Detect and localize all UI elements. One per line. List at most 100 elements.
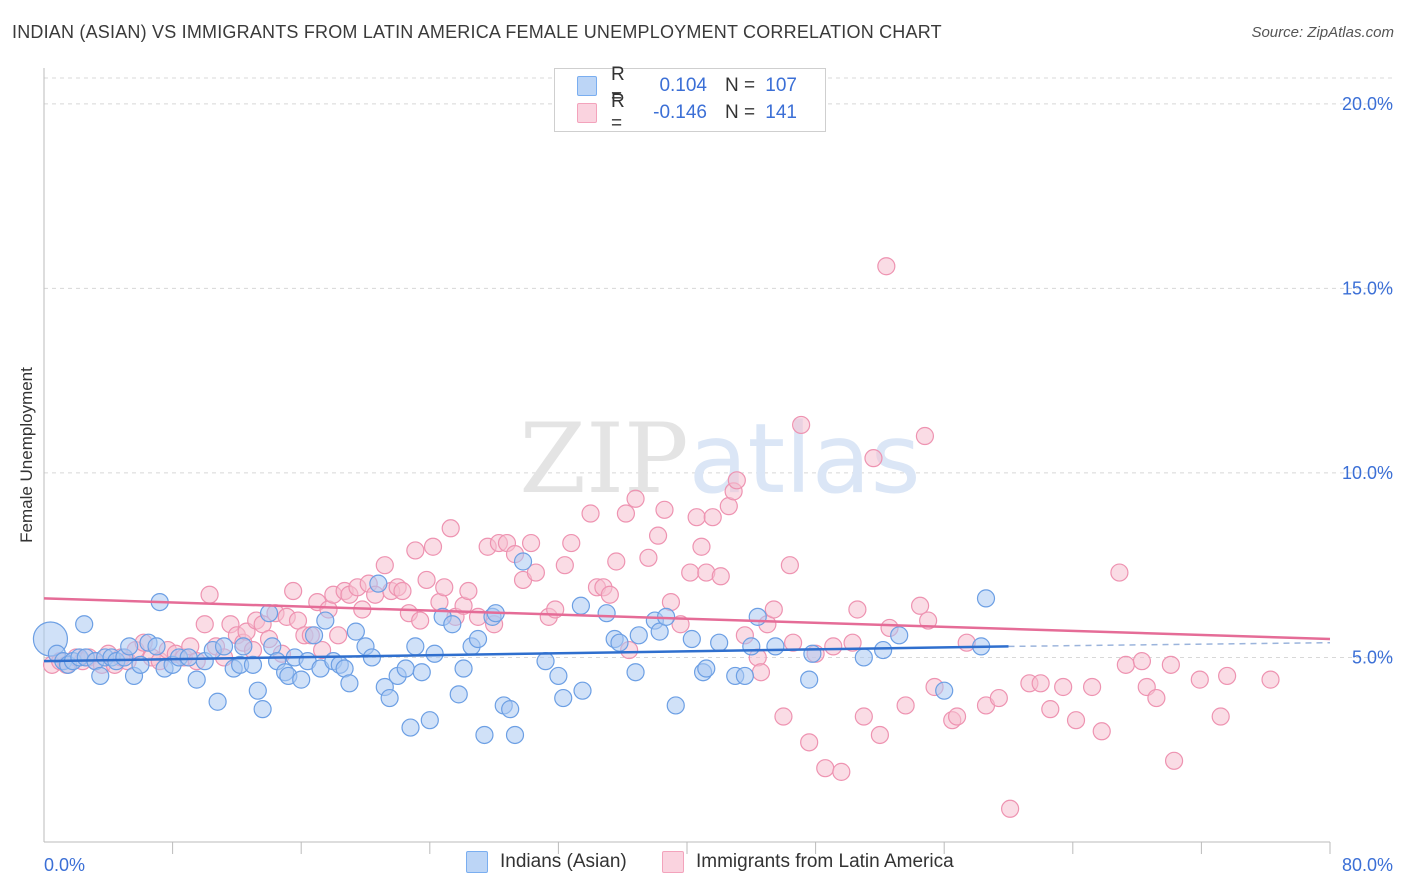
indian-point xyxy=(147,637,166,656)
indian-point xyxy=(346,622,365,641)
indian-point xyxy=(571,596,591,615)
correlation-legend: R = 0.104 N = 107 R = -0.146 N = 141 xyxy=(554,64,826,134)
latin-america-point xyxy=(1261,670,1280,689)
indian-point xyxy=(573,681,592,700)
chart-title: INDIAN (ASIAN) VS IMMIGRANTS FROM LATIN … xyxy=(12,22,942,42)
source-credit: Source: ZipAtlas.com xyxy=(1251,24,1394,41)
indian-point xyxy=(449,685,468,704)
latin-america-point xyxy=(780,556,799,575)
indian-point xyxy=(406,637,425,656)
indian-point xyxy=(75,615,94,634)
indian-point xyxy=(554,688,573,708)
latin-america-point xyxy=(1001,799,1020,818)
latin-america-point xyxy=(687,508,706,527)
indian-point xyxy=(380,688,399,708)
legend-n-label: N = xyxy=(725,102,756,123)
indian-point xyxy=(766,637,785,656)
latin-america-point xyxy=(910,596,930,615)
series-label-indians: Indians (Asian) xyxy=(500,851,627,872)
series-swatch-pink xyxy=(662,851,684,873)
latin-america-point xyxy=(195,615,214,634)
latin-america-point xyxy=(864,449,883,468)
series-legend-indians[interactable]: Indians (Asian) xyxy=(466,851,627,873)
indian-point xyxy=(536,652,555,671)
latin-america-point xyxy=(581,504,600,523)
latin-america-point xyxy=(843,633,862,652)
indian-point xyxy=(187,670,206,689)
legend-row-latin-america: R = -0.146 N = 141 xyxy=(577,91,797,134)
latin-america-point xyxy=(616,504,636,523)
indian-point xyxy=(710,633,729,652)
latin-america-point xyxy=(1082,677,1102,697)
indian-point xyxy=(340,674,359,693)
indian-point xyxy=(396,659,415,678)
indian-point xyxy=(629,626,648,645)
latin-america-point xyxy=(692,537,711,556)
legend-swatch-blue xyxy=(577,76,597,96)
indian-point xyxy=(748,607,767,626)
latin-america-point xyxy=(1066,711,1086,730)
indian-trend-line xyxy=(43,645,1009,663)
latin-america-point xyxy=(648,526,668,545)
latin-america-point xyxy=(774,707,793,726)
latin-america-point xyxy=(1054,677,1073,697)
indian-trend-extension xyxy=(1008,641,1331,648)
latin-america-point xyxy=(877,257,896,276)
indian-point xyxy=(935,681,954,700)
legend-row-indians: R = 0.104 N = 107 xyxy=(577,64,797,107)
latin-america-point xyxy=(703,508,722,527)
latin-america-point xyxy=(816,759,835,778)
indian-point xyxy=(120,637,139,656)
latin-america-point xyxy=(1218,666,1237,686)
legend-r-label: R = xyxy=(611,91,625,134)
series-legend: Indians (Asian) Immigrants from Latin Am… xyxy=(0,851,1406,879)
latin-america-point xyxy=(681,563,700,582)
indian-point xyxy=(248,681,267,700)
indian-point xyxy=(874,640,893,660)
latin-america-point xyxy=(870,725,890,745)
y-tick-label: 5.0% xyxy=(1352,647,1393,667)
legend-r-value: -0.146 xyxy=(653,102,707,123)
latin-america-point xyxy=(1147,688,1166,708)
indian-point xyxy=(735,666,754,686)
indian-point xyxy=(412,663,431,682)
latin-america-point xyxy=(727,471,746,490)
indian-point xyxy=(234,637,253,656)
latin-america-trend-line xyxy=(43,597,1331,641)
latin-america-point xyxy=(711,567,730,586)
legend-r-value: 0.104 xyxy=(659,75,707,96)
latin-america-point xyxy=(919,611,938,630)
indian-point xyxy=(292,670,311,689)
latin-america-point xyxy=(989,688,1008,708)
indian-point xyxy=(208,692,227,711)
latin-america-point xyxy=(854,707,873,726)
latin-america-point xyxy=(607,552,626,571)
latin-america-point xyxy=(848,600,867,619)
latin-america-point xyxy=(1031,674,1050,693)
latin-america-point xyxy=(312,640,332,660)
indian-point xyxy=(682,629,701,649)
latin-america-point xyxy=(435,578,454,597)
x-tick-label: 80.0% xyxy=(1342,855,1393,875)
indian-point xyxy=(890,626,909,645)
latin-america-point xyxy=(792,415,811,435)
indian-point xyxy=(854,648,873,667)
indian-point xyxy=(401,718,420,737)
series-label-latin-america: Immigrants from Latin America xyxy=(696,851,954,872)
indian-point xyxy=(259,604,279,623)
legend-n-label: N = xyxy=(725,75,756,96)
latin-america-point xyxy=(800,733,819,752)
latin-america-point xyxy=(423,537,443,556)
indian-point xyxy=(501,700,520,719)
latin-america-point xyxy=(284,581,303,601)
indian-point xyxy=(513,552,533,571)
latin-america-point xyxy=(751,663,771,682)
latin-america-point xyxy=(406,541,425,560)
indian-point xyxy=(214,637,234,656)
latin-america-point xyxy=(896,696,915,715)
series-swatch-blue xyxy=(466,851,488,873)
latin-america-point xyxy=(626,489,645,508)
series-legend-latin-america[interactable]: Immigrants from Latin America xyxy=(662,851,954,873)
indian-point xyxy=(468,629,488,649)
indian-point xyxy=(475,725,494,745)
